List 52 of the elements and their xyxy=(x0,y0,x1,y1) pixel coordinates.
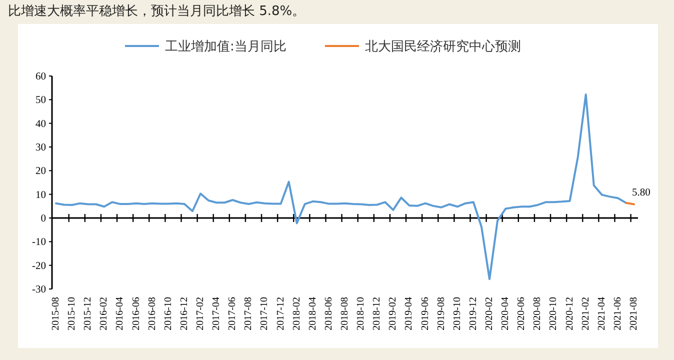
x-tick-label: 2019-08 xyxy=(436,297,447,330)
x-tick-label: 2021-02 xyxy=(580,297,592,330)
y-tick-label: 40 xyxy=(36,118,46,130)
legend-label: 北大国民经济研究中心预测 xyxy=(365,38,521,54)
x-tick-label: 2018-02 xyxy=(291,297,302,330)
y-tick-label: 10 xyxy=(36,190,46,201)
x-tick-label: 2020-12 xyxy=(564,297,576,330)
x-tick-label: 2021-08 xyxy=(628,297,640,330)
y-tick-label: -10 xyxy=(32,237,46,248)
y-tick-label: 50 xyxy=(36,95,46,106)
x-tick-label: 2016-04 xyxy=(114,297,126,330)
x-tick-label: 2018-08 xyxy=(340,297,350,330)
x-tick-label: 2018-06 xyxy=(323,297,334,330)
x-tick-label: 2016-02 xyxy=(98,297,110,330)
x-tick-label: 2020-02 xyxy=(484,297,495,330)
line-series xyxy=(55,93,627,280)
x-tick-label: 2019-06 xyxy=(420,297,431,330)
x-tick-label: 2017-10 xyxy=(259,297,270,330)
x-tick-label: 2021-04 xyxy=(596,297,608,330)
x-tick-label: 2016-08 xyxy=(146,297,158,330)
x-tick-label: 2019-02 xyxy=(388,297,399,330)
x-tick-label: 2017-08 xyxy=(243,297,254,330)
x-tick-label: 2019-04 xyxy=(404,297,415,330)
y-tick-label: -30 xyxy=(32,284,46,296)
x-tick-label: 2017-04 xyxy=(211,297,222,330)
x-tick-label: 2018-12 xyxy=(372,297,383,330)
x-tick-label: 2017-02 xyxy=(195,297,206,330)
x-tick-label: 2020-08 xyxy=(532,297,544,330)
y-tick-label: 30 xyxy=(36,142,46,154)
x-tick-label: 2020-06 xyxy=(516,297,528,330)
x-tick-label: 2020-04 xyxy=(500,297,512,330)
x-tick-label: 2015-10 xyxy=(66,297,78,330)
x-tick-label: 2018-04 xyxy=(307,297,318,330)
y-tick-label: 0 xyxy=(40,214,46,224)
x-tick-label: 2017-06 xyxy=(227,297,238,330)
x-tick-label: 2020-10 xyxy=(548,297,560,330)
x-tick-label: 2016-10 xyxy=(162,297,174,330)
x-tick-label: 2017-12 xyxy=(275,297,286,330)
y-tick-label: 20 xyxy=(36,166,46,178)
y-tick-label: 60 xyxy=(36,72,46,82)
x-tick-label: 2016-06 xyxy=(130,297,142,330)
x-tick-label: 2021-06 xyxy=(612,297,624,330)
x-tick-label: 2019-10 xyxy=(452,297,463,330)
y-tick-label: -20 xyxy=(32,260,46,272)
legend-label: 工业增加值:当月同比 xyxy=(165,40,286,54)
x-tick-label: 2015-12 xyxy=(82,297,94,330)
x-tick-label: 2018-10 xyxy=(356,297,367,330)
x-tick-label: 2016-12 xyxy=(178,297,190,330)
text: 比增速大概率平稳增长，预计当月同比增长 5.8%。 xyxy=(8,3,306,19)
x-tick-label: 2015-08 xyxy=(50,297,62,330)
x-tick-label: 2019-12 xyxy=(468,297,479,330)
data-label: 5.80 xyxy=(632,187,650,198)
